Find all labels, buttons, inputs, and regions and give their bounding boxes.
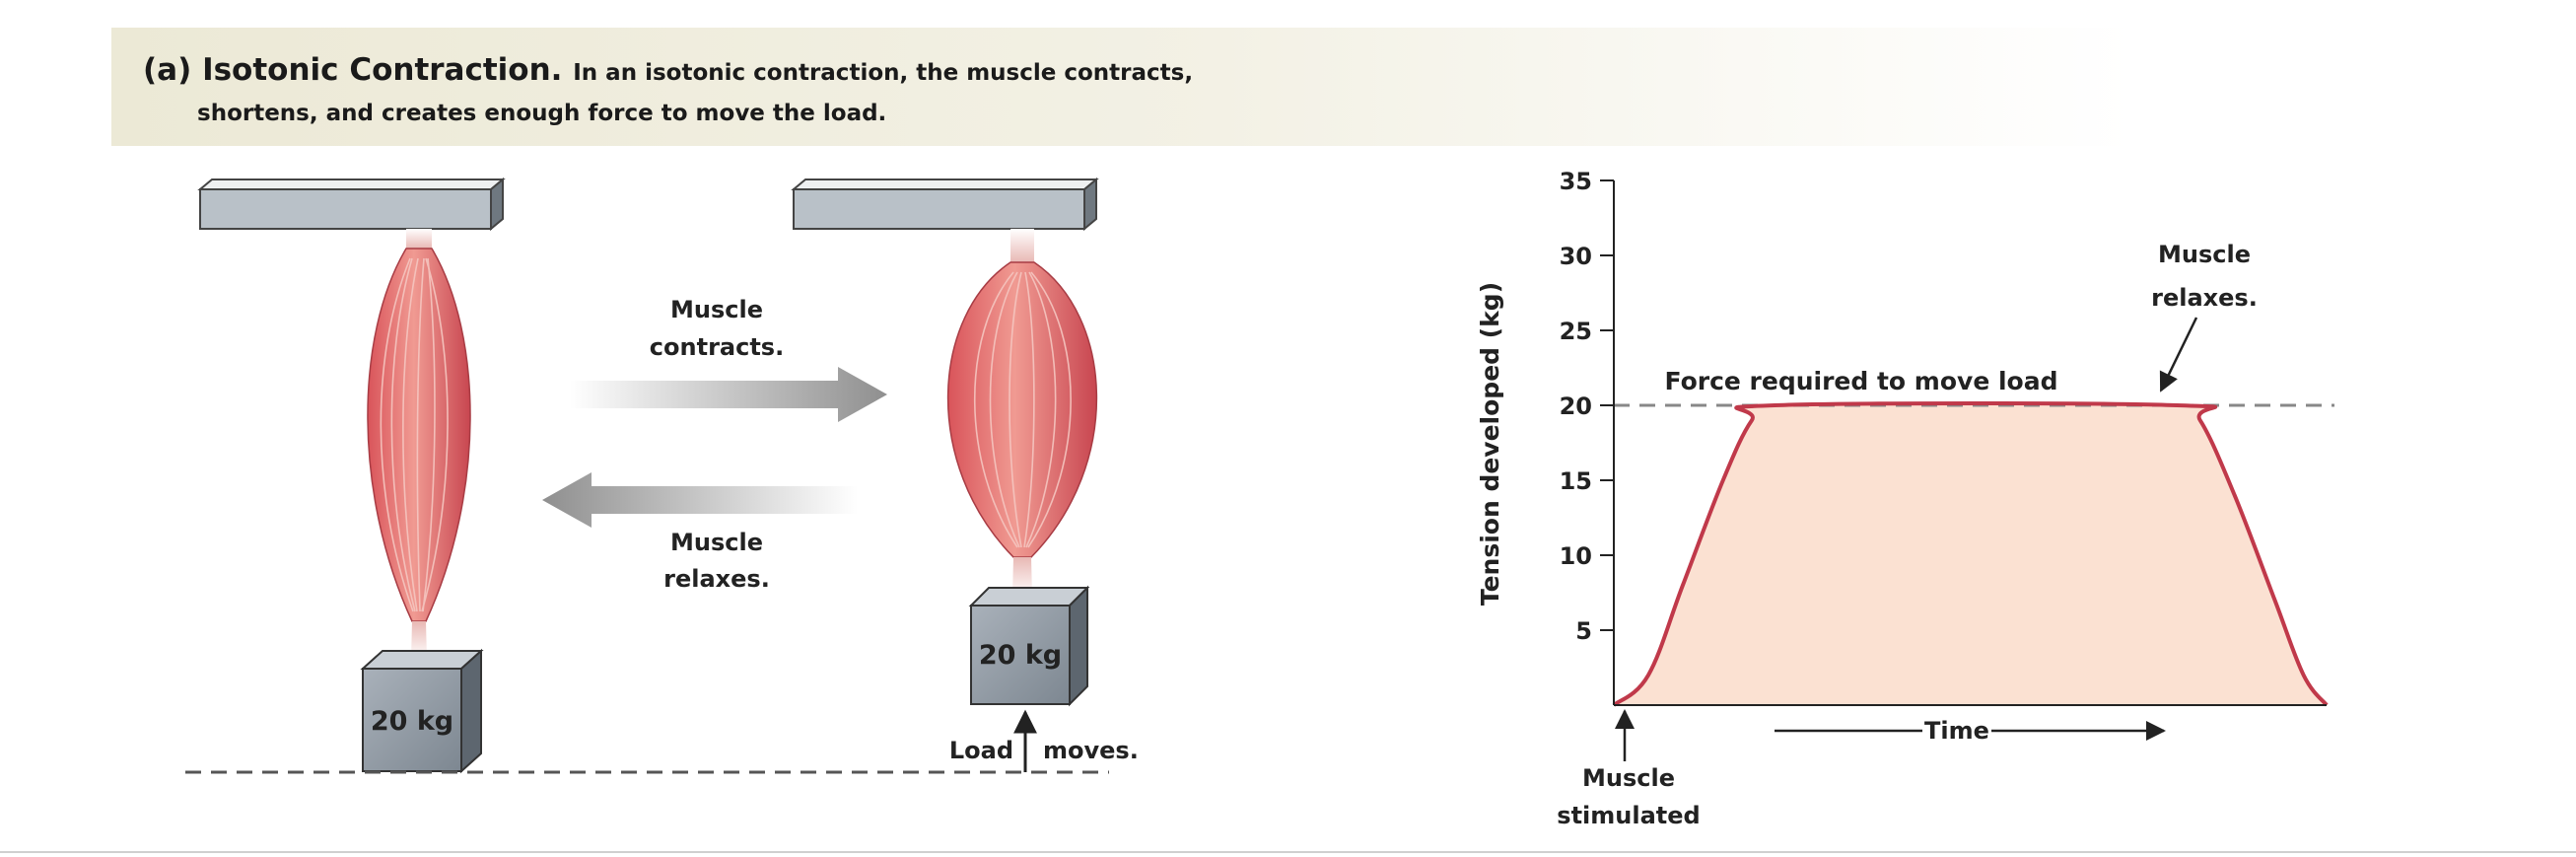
chart-relaxes-arrow	[2159, 317, 2198, 393]
threshold-label: Force required to move load	[1665, 367, 2058, 395]
tendon-bottom-left	[411, 621, 427, 659]
y-tick-label: 10	[1560, 542, 1592, 570]
header-title-line: (a) Isotonic Contraction. In an isotonic…	[143, 52, 1193, 88]
contracts-label-1: Muscle	[670, 296, 763, 323]
relaxes-arrow	[542, 472, 858, 528]
y-ticks: 5 10 15 20 25 30 35	[1560, 168, 1614, 645]
load-box-right: 20 kg	[968, 585, 1090, 707]
tension-area	[1614, 402, 2327, 705]
load-box-left: 20 kg	[360, 648, 484, 774]
y-tick-label: 20	[1560, 393, 1592, 420]
contracts-arrow	[570, 367, 887, 422]
panel-title: Isotonic Contraction.	[202, 52, 562, 88]
load-moves-label-2: moves.	[1043, 737, 1139, 764]
contracted-muscle-assembly: 20 kg	[791, 177, 1099, 707]
contracts-label-2: contracts.	[650, 333, 784, 361]
y-tick-label: 35	[1560, 168, 1592, 195]
panel-description-1: In an isotonic contraction, the muscle c…	[573, 60, 1193, 86]
chart-relaxes-label-1: Muscle	[2158, 241, 2251, 268]
stimulated-label-2: stimulated	[1557, 802, 1700, 829]
load-moves-label-1: Load	[949, 737, 1013, 764]
relaxed-muscle-assembly: 20 kg	[197, 177, 506, 774]
chart-relaxes-label-2: relaxes.	[2151, 284, 2258, 312]
panel-description-2: shortens, and creates enough force to mo…	[197, 101, 886, 126]
support-beam-right	[791, 177, 1099, 232]
tendon-top-right	[1010, 229, 1034, 262]
muscle-contracted	[946, 261, 1098, 558]
tension-line	[1612, 400, 2329, 707]
x-axis-label: Time	[1924, 717, 1989, 745]
load-label-left: 20 kg	[371, 706, 453, 737]
y-axis-label: Tension developed (kg)	[1476, 282, 1504, 606]
y-tick-label: 5	[1575, 617, 1592, 645]
load-label-right: 20 kg	[979, 640, 1062, 671]
relaxes-label-1: Muscle	[670, 529, 763, 556]
y-tick-label: 30	[1560, 243, 1592, 270]
stimulated-label-1: Muscle	[1582, 764, 1675, 792]
support-beam-left	[197, 177, 506, 232]
relaxes-label-2: relaxes.	[663, 565, 770, 593]
y-tick-label: 25	[1560, 318, 1592, 345]
panel-tag: (a)	[143, 52, 191, 88]
header-band	[111, 28, 2132, 146]
y-tick-label: 15	[1560, 467, 1592, 495]
tension-chart: 5 10 15 20 25 30 35 Tension developed (kg) For…	[1476, 168, 2334, 829]
tendon-top-left	[406, 229, 432, 249]
